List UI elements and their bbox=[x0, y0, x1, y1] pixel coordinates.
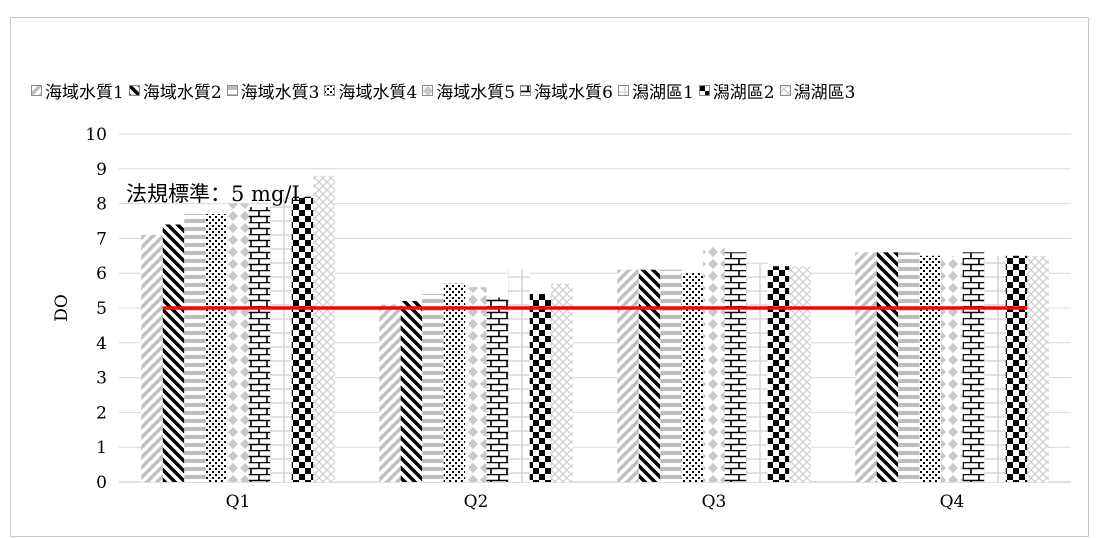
bar-Q3-3 bbox=[681, 273, 704, 482]
bar-Q2-8 bbox=[551, 283, 573, 482]
y-tick-label: 9 bbox=[96, 160, 107, 180]
legend-swatch bbox=[128, 84, 140, 96]
bar-Q1-6 bbox=[270, 196, 292, 482]
legend-item: 潟湖區1 bbox=[617, 78, 694, 103]
y-tick-label: 0 bbox=[96, 473, 107, 493]
bar-Q4-4 bbox=[941, 255, 963, 482]
bar-Q4-2 bbox=[898, 252, 920, 482]
x-tick-label: Q3 bbox=[702, 492, 727, 512]
legend-swatch bbox=[779, 84, 791, 96]
bar-Q2-4 bbox=[465, 287, 487, 482]
bar-Q3-8 bbox=[789, 266, 811, 482]
bar-Q3-4 bbox=[703, 245, 725, 482]
bar-Q1-2 bbox=[184, 214, 206, 483]
legend: 海域水質1 海域水質2 海域水質3 海域水質4 海域水質5 海域水質6 潟湖區1 潟湖區2 潟湖… bbox=[31, 72, 860, 108]
bar-Q3-2 bbox=[660, 269, 682, 482]
legend-label: 海域水質2 bbox=[142, 82, 222, 103]
bar-Q2-1 bbox=[400, 301, 423, 482]
legend-label: 海域水質4 bbox=[338, 82, 418, 103]
bar-Q2-7 bbox=[529, 294, 552, 482]
legend-label: 海域水質6 bbox=[534, 82, 613, 103]
bar-Q4-6 bbox=[984, 255, 1006, 482]
bar-Q4-1 bbox=[876, 252, 899, 482]
y-axis-title: DO bbox=[52, 294, 72, 322]
bar-Q3-6 bbox=[746, 262, 768, 482]
bar-Q2-0 bbox=[379, 304, 401, 482]
bar-Q4-5 bbox=[962, 252, 985, 482]
legend-item: 海域水質2 bbox=[128, 78, 222, 103]
legend-label: 海域水質3 bbox=[240, 82, 320, 103]
bar-chart: 法規標準：5 mg/L 0 1 2 3 4 5 6 7 8 9 10 DO Q1 Q2 Q3 Q4 bbox=[52, 125, 1071, 512]
legend-item: 潟湖區2 bbox=[698, 78, 775, 103]
y-tick-label: 1 bbox=[96, 438, 107, 458]
legend-swatch bbox=[226, 84, 238, 96]
legend-label: 潟湖區2 bbox=[712, 82, 775, 103]
y-tick-label: 4 bbox=[96, 334, 107, 354]
legend-item: 海域水質1 bbox=[31, 78, 124, 103]
legend-label: 潟湖區1 bbox=[631, 82, 694, 103]
bar-Q4-8 bbox=[1027, 255, 1049, 482]
bar-Q1-1 bbox=[162, 224, 185, 483]
bar-Q2-5 bbox=[486, 297, 509, 482]
bar-Q3-7 bbox=[767, 266, 790, 482]
legend-swatch bbox=[324, 84, 336, 96]
bar-Q3-5 bbox=[724, 252, 747, 482]
bar-Q3-0 bbox=[617, 269, 639, 482]
y-tick-label: 2 bbox=[96, 403, 107, 423]
bar-Q1-4 bbox=[227, 203, 249, 482]
legend-item: 潟湖區3 bbox=[779, 78, 856, 103]
legend-label: 潟湖區3 bbox=[793, 82, 856, 103]
reference-line-label: 法規標準：5 mg/L bbox=[126, 182, 305, 206]
bar-Q1-0 bbox=[141, 234, 163, 482]
bar-Q3-1 bbox=[638, 269, 661, 482]
legend-swatch bbox=[698, 84, 710, 96]
legend-swatch bbox=[422, 84, 434, 96]
x-tick-label: Q4 bbox=[940, 492, 965, 512]
y-tick-label: 10 bbox=[85, 125, 107, 145]
legend-item: 海域水質3 bbox=[226, 78, 320, 103]
bar-Q4-0 bbox=[855, 252, 877, 482]
legend-item: 海域水質6 bbox=[520, 78, 613, 103]
y-tick-label: 3 bbox=[96, 369, 107, 389]
bar-Q4-7 bbox=[1005, 255, 1028, 482]
x-tick-label: Q1 bbox=[226, 492, 251, 512]
bar-Q1-7 bbox=[291, 196, 314, 482]
legend-label: 海域水質1 bbox=[45, 82, 124, 103]
chart-area: 海域水質1 海域水質2 海域水質3 海域水質4 海域水質5 海域水質6 潟湖區1 潟湖區2 潟湖… bbox=[10, 17, 1089, 537]
bar-Q2-2 bbox=[422, 294, 444, 482]
bar-Q4-3 bbox=[919, 255, 942, 482]
legend-swatch bbox=[520, 84, 532, 96]
legend-label: 海域水質5 bbox=[436, 82, 516, 103]
legend-item: 海域水質4 bbox=[324, 78, 417, 103]
bar-Q2-6 bbox=[508, 269, 530, 482]
y-tick-label: 7 bbox=[96, 229, 107, 249]
y-tick-label: 8 bbox=[96, 195, 107, 215]
legend-item: 海域水質5 bbox=[422, 78, 515, 103]
y-tick-label: 5 bbox=[96, 299, 107, 319]
x-tick-label: Q2 bbox=[464, 492, 489, 512]
y-tick-label: 6 bbox=[96, 264, 107, 284]
bar-Q1-3 bbox=[205, 214, 228, 483]
legend-swatch bbox=[617, 84, 629, 96]
bar-Q1-5 bbox=[248, 207, 271, 482]
bar-Q1-8 bbox=[313, 175, 335, 482]
bar-Q2-3 bbox=[443, 283, 466, 482]
legend-swatch bbox=[31, 84, 42, 96]
